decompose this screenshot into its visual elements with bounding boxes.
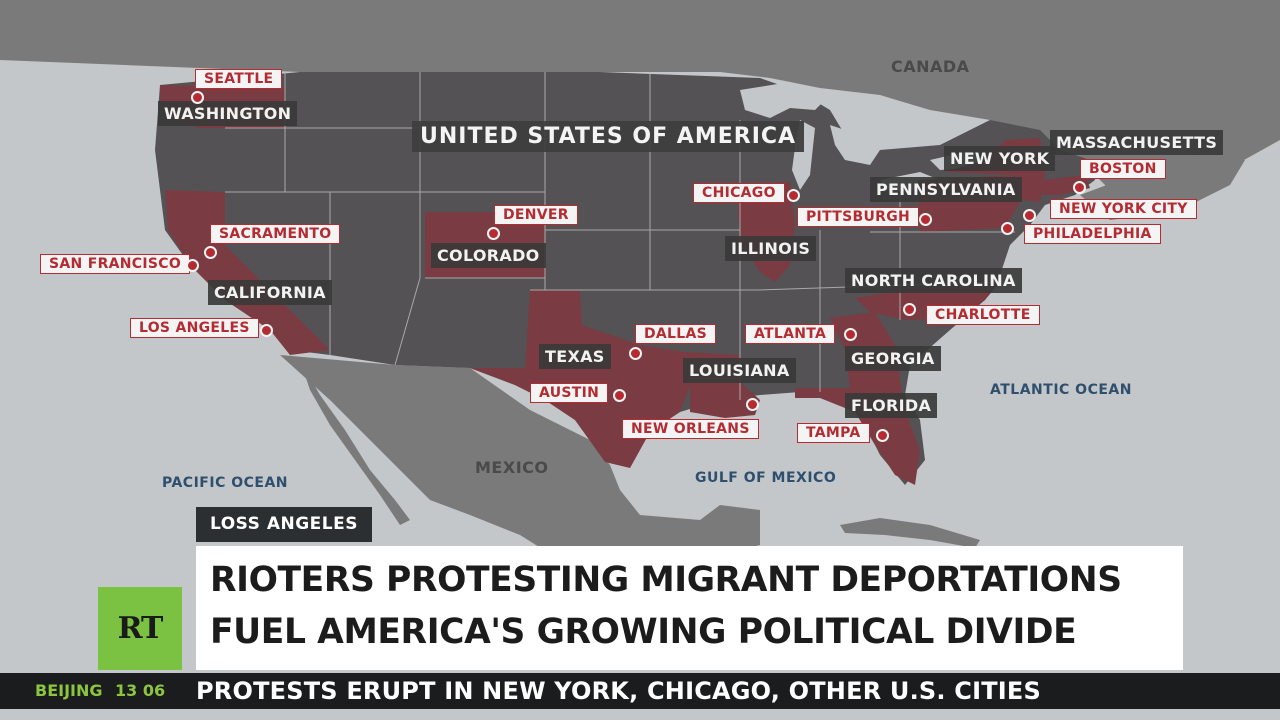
- headline-line-2: FUEL AMERICA'S GROWING POLITICAL DIVIDE: [210, 612, 1077, 652]
- mexico-label: MEXICO: [475, 458, 549, 477]
- city-label-boston: BOSTON: [1080, 159, 1166, 179]
- great-lakes: [740, 82, 985, 192]
- city-label-san-francisco: SAN FRANCISCO: [40, 254, 191, 274]
- city-label-charlotte: CHARLOTTE: [926, 305, 1040, 325]
- city-label-denver: DENVER: [494, 205, 578, 225]
- state-label-georgia: GEORGIA: [845, 346, 941, 371]
- city-label-tampa: TAMPA: [797, 423, 870, 443]
- city-dot-new-york-city: [1023, 209, 1036, 222]
- city-dot-los-angeles: [260, 324, 273, 337]
- city-label-philadelphia: PHILADELPHIA: [1024, 224, 1161, 244]
- city-dot-denver: [487, 227, 500, 240]
- dateline-tag: LOSS ANGELES: [196, 507, 372, 542]
- ticker-city: BEIJING: [35, 681, 103, 700]
- city-dot-new-orleans: [746, 398, 759, 411]
- rt-logo-text: RT: [117, 611, 164, 646]
- city-dot-chicago: [787, 189, 800, 202]
- ticker-time: 13 06: [115, 681, 166, 700]
- canada-label: CANADA: [891, 57, 970, 76]
- state-label-texas: TEXAS: [539, 344, 611, 369]
- headline-banner: RIOTERS PROTESTING MIGRANT DEPORTATIONS …: [196, 546, 1183, 670]
- state-label-illinois: ILLINOIS: [725, 236, 817, 261]
- city-label-austin: AUSTIN: [530, 383, 609, 403]
- city-dot-atlanta: [844, 328, 857, 341]
- baja-peninsula: [300, 360, 410, 525]
- atlantic-ocean-label: ATLANTIC OCEAN: [990, 382, 1132, 398]
- state-label-washington: WASHINGTON: [158, 101, 298, 126]
- city-dot-boston: [1073, 181, 1086, 194]
- city-label-chicago: CHICAGO: [693, 183, 785, 203]
- city-dot-philadelphia: [1001, 222, 1014, 235]
- city-dot-austin: [613, 389, 626, 402]
- news-ticker: BEIJING 13 06 PROTESTS ERUPT IN NEW YORK…: [0, 673, 1280, 709]
- city-dot-pittsburgh: [919, 213, 932, 226]
- state-label-california: CALIFORNIA: [208, 280, 332, 305]
- city-label-atlanta: ATLANTA: [745, 324, 836, 344]
- city-label-dallas: DALLAS: [635, 324, 717, 344]
- city-label-los-angeles: LOS ANGELES: [130, 318, 259, 338]
- state-label-new-york: NEW YORK: [944, 146, 1056, 171]
- state-label-massachusetts: MASSACHUSETTS: [1050, 130, 1224, 155]
- state-label-north-carolina: NORTH CAROLINA: [845, 268, 1022, 293]
- pacific-ocean-label: PACIFIC OCEAN: [162, 475, 289, 491]
- rt-logo: RT: [98, 587, 182, 670]
- ticker-text: PROTESTS ERUPT IN NEW YORK, CHICAGO, OTH…: [196, 677, 1042, 705]
- state-label-louisiana: LOUISIANA: [683, 358, 796, 383]
- state-label-florida: FLORIDA: [845, 393, 938, 418]
- cuba-island: [840, 518, 980, 548]
- city-label-sacramento: SACRAMENTO: [210, 224, 341, 244]
- country-label-usa: UNITED STATES OF AMERICA: [412, 121, 805, 152]
- mexico-landmass: [280, 355, 760, 585]
- city-label-new-york-city: NEW YORK CITY: [1050, 199, 1197, 219]
- california-state: [165, 190, 330, 355]
- city-dot-tampa: [876, 429, 889, 442]
- city-label-pittsburgh: PITTSBURGH: [797, 207, 920, 227]
- city-label-seattle: SEATTLE: [195, 69, 283, 89]
- state-label-pennsylvania: PENNSYLVANIA: [870, 177, 1022, 202]
- city-label-new-orleans: NEW ORLEANS: [622, 419, 759, 439]
- city-dot-charlotte: [903, 303, 916, 316]
- headline-line-1: RIOTERS PROTESTING MIGRANT DEPORTATIONS: [210, 560, 1122, 600]
- city-dot-sacramento: [204, 246, 217, 259]
- state-label-colorado: COLORADO: [431, 243, 546, 268]
- city-dot-dallas: [629, 347, 642, 360]
- city-dot-san-francisco: [186, 259, 199, 272]
- canada-landmass: [0, 0, 1280, 200]
- city-dot-seattle: [191, 91, 204, 104]
- gulf-of-mexico-label: GULF OF MEXICO: [695, 470, 837, 486]
